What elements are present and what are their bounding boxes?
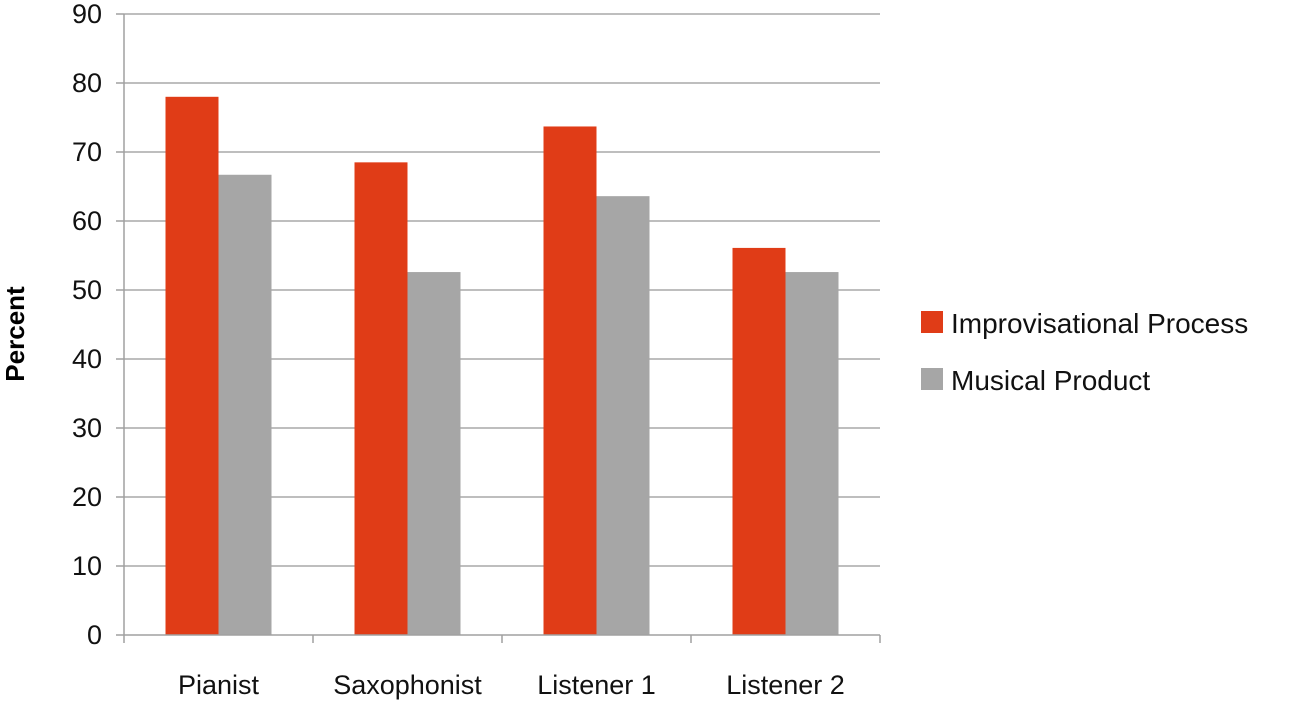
- category-labels: Pianist Saxophonist Listener 1 Listener 2: [178, 670, 845, 700]
- bar-musical-product-pianist: [218, 174, 272, 635]
- bar-improvisational-process-saxophonist: [354, 162, 408, 635]
- axes: [116, 13, 881, 643]
- bars: [165, 96, 839, 636]
- legend-label-musical-product: Musical Product: [951, 365, 1150, 396]
- bar-improvisational-process-pianist: [165, 96, 219, 636]
- bar-musical-product-listener-1: [596, 196, 650, 635]
- category-label: Saxophonist: [333, 670, 482, 700]
- category-label: Listener 2: [726, 670, 845, 700]
- y-tick-label: 20: [72, 482, 102, 512]
- y-tick-label: 70: [72, 137, 102, 167]
- legend-swatch-musical-product: [921, 368, 943, 390]
- bar-musical-product-listener-2: [785, 272, 839, 635]
- y-tick-label: 30: [72, 413, 102, 443]
- y-tick-label: 90: [72, 0, 102, 29]
- y-tick-label: 50: [72, 275, 102, 305]
- bar-musical-product-saxophonist: [407, 272, 461, 635]
- y-tick-label: 10: [72, 551, 102, 581]
- y-tick-label: 40: [72, 344, 102, 374]
- y-tick-labels: 0 10 20 30 40 50 60 70 80 90: [72, 0, 102, 650]
- bar-improvisational-process-listener-2: [732, 247, 786, 635]
- bar-improvisational-process-listener-1: [543, 126, 597, 635]
- y-axis-title: Percent: [0, 286, 30, 382]
- legend: Improvisational Process Musical Product: [921, 308, 1248, 396]
- legend-swatch-improvisational-process: [921, 311, 943, 333]
- category-label: Listener 1: [537, 670, 656, 700]
- legend-label-improvisational-process: Improvisational Process: [951, 308, 1248, 339]
- y-tick-label: 60: [72, 206, 102, 236]
- y-tick-label: 80: [72, 68, 102, 98]
- category-label: Pianist: [178, 670, 260, 700]
- y-tick-label: 0: [87, 620, 102, 650]
